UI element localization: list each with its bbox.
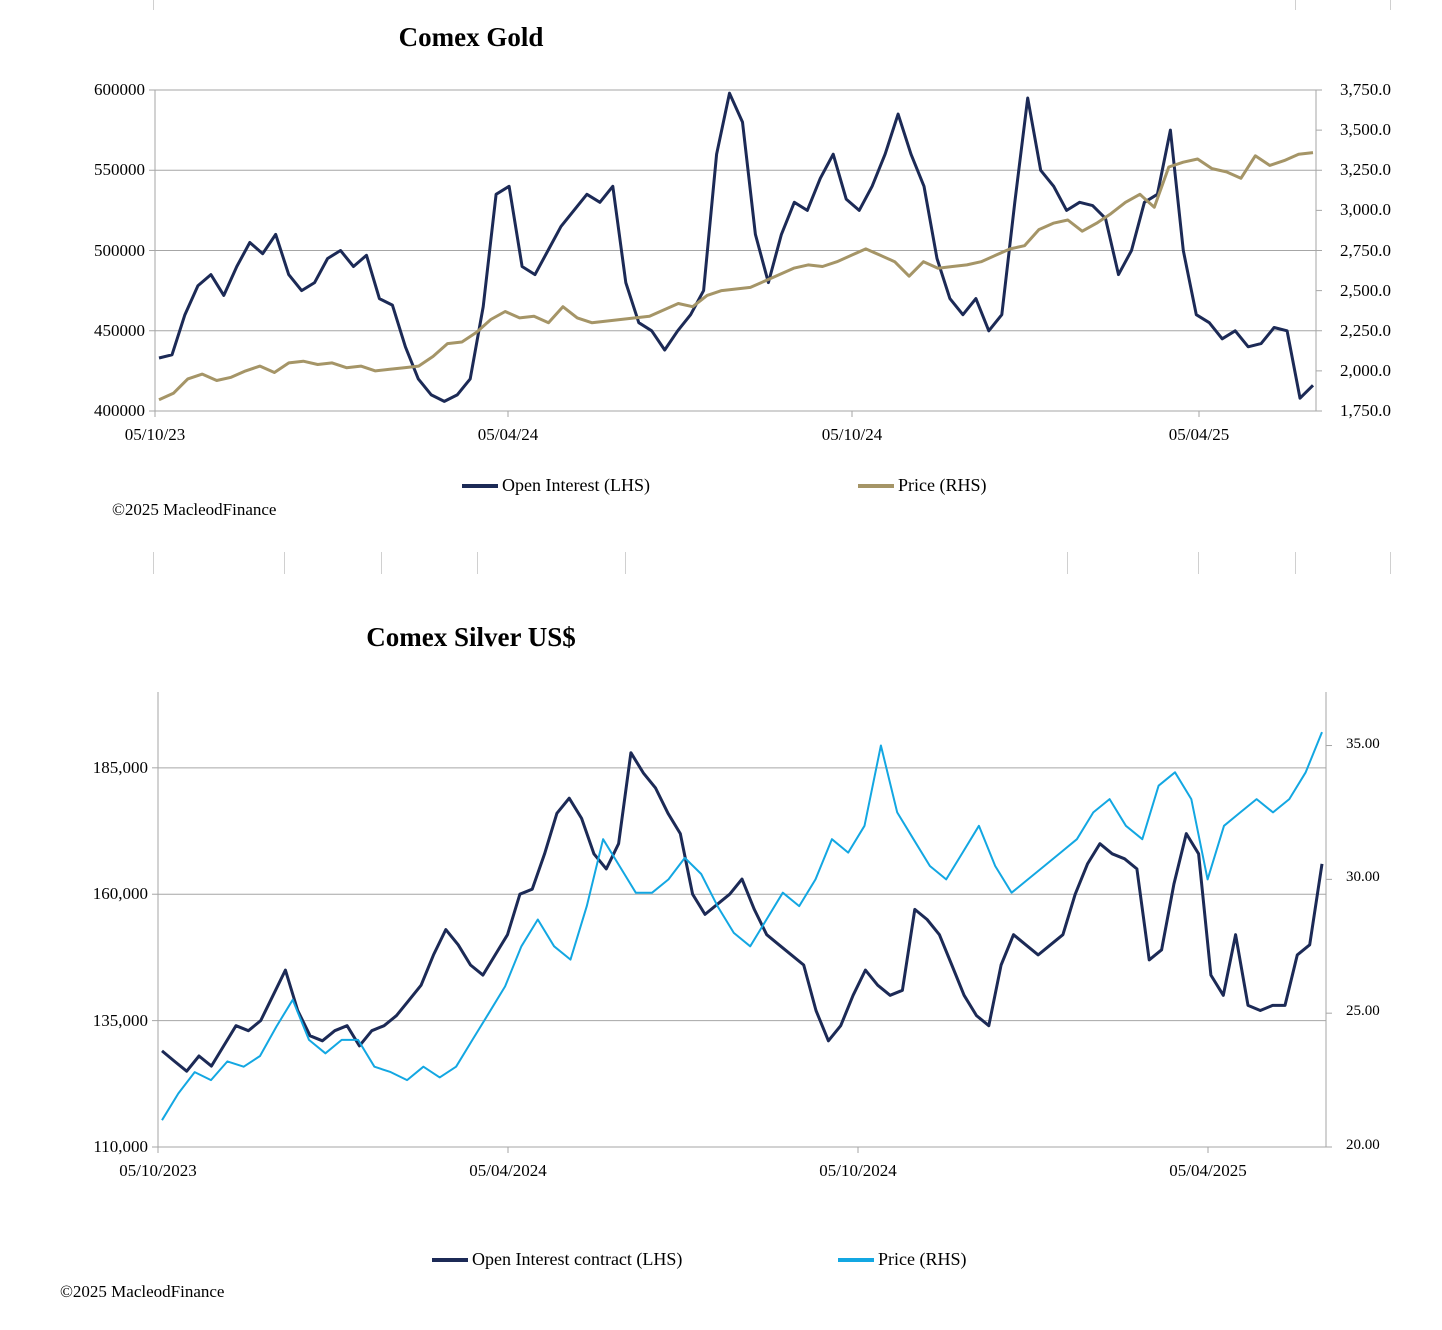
legend-swatch-oi: [432, 1257, 468, 1262]
column-marker: [381, 552, 382, 574]
right-axis-tick-label: 2,750.0: [1340, 240, 1391, 260]
right-axis-tick-label: 3,000.0: [1340, 200, 1391, 220]
left-axis-tick-label: 550000: [94, 160, 145, 180]
gold-credit: ©2025 MacleodFinance: [112, 500, 277, 519]
x-axis-tick-label: 05/10/23: [124, 425, 186, 444]
right-axis-tick-label: 20.00: [1346, 1137, 1380, 1153]
left-axis-tick-label: 500000: [94, 240, 145, 260]
silver-legend-price: Price (RHS): [838, 1249, 967, 1270]
right-axis-tick-label: 2,250.0: [1340, 320, 1391, 340]
column-marker: [153, 0, 154, 10]
legend-swatch-price: [838, 1257, 874, 1262]
column-marker: [1067, 552, 1068, 574]
column-marker: [477, 552, 478, 574]
column-marker: [1198, 552, 1199, 574]
column-marker: [1295, 552, 1296, 574]
legend-swatch-oi: [462, 483, 498, 488]
right-axis-tick-label: 3,500.0: [1340, 120, 1391, 140]
x-axis-tick-label: 05/04/2025: [1169, 1161, 1247, 1180]
silver-chart-title: Comex Silver US$: [366, 622, 576, 652]
right-axis-tick-label: 2,500.0: [1340, 280, 1391, 300]
left-axis-tick-label: 600000: [94, 80, 145, 99]
price-series-line: [158, 151, 1314, 402]
x-axis-tick-label: 05/04/25: [1168, 425, 1230, 444]
silver-credit: ©2025 MacleodFinance: [60, 1282, 225, 1301]
right-axis-tick-label: 25.00: [1346, 1003, 1380, 1020]
legend-label-oi: Open Interest (LHS): [502, 475, 650, 495]
right-axis-tick-label: 3,250.0: [1340, 160, 1391, 180]
open-interest-series-line: [158, 91, 1315, 403]
right-axis-tick-label: 30.00: [1346, 869, 1380, 886]
left-axis-tick-label: 160,000: [92, 884, 148, 904]
gold-chart-title: Comex Gold: [398, 22, 544, 52]
gold-legend-price: Price (RHS): [858, 475, 987, 496]
x-axis-tick-label: 05/10/24: [821, 425, 883, 444]
right-axis-tick-label: 1,750.0: [1340, 401, 1391, 420]
right-axis-tick-label: 3,750.0: [1340, 80, 1391, 99]
x-axis-tick-label: 05/10/2023: [119, 1161, 197, 1180]
column-marker: [1390, 0, 1391, 10]
silver-legend-oi: Open Interest contract (LHS): [432, 1249, 682, 1270]
column-marker: [284, 552, 285, 574]
column-marker: [1295, 0, 1296, 10]
left-axis-tick-label: 110,000: [93, 1137, 148, 1156]
left-axis-tick-label: 135,000: [92, 1010, 148, 1030]
legend-swatch-price: [858, 483, 894, 488]
right-axis-tick-label: 35.00: [1346, 735, 1380, 752]
column-marker: [153, 552, 154, 574]
legend-label-oi: Open Interest contract (LHS): [472, 1249, 683, 1269]
legend-label-price: Price (RHS): [878, 1249, 967, 1269]
x-axis-tick-label: 05/10/2024: [819, 1161, 897, 1180]
right-axis-tick-label: 2,000.0: [1340, 360, 1391, 380]
open-interest-series-line: [161, 751, 1324, 1073]
x-axis-tick-label: 05/04/2024: [469, 1161, 547, 1180]
column-marker: [1390, 552, 1391, 574]
left-axis-tick-label: 400000: [94, 401, 145, 420]
x-axis-tick-label: 05/04/24: [477, 425, 539, 444]
price-series-line: [161, 731, 1323, 1121]
left-axis-tick-label: 450000: [94, 320, 145, 340]
left-axis-tick-label: 185,000: [92, 757, 148, 777]
column-marker: [625, 552, 626, 574]
legend-label-price: Price (RHS): [898, 475, 987, 495]
gold-legend-oi: Open Interest (LHS): [462, 475, 650, 496]
